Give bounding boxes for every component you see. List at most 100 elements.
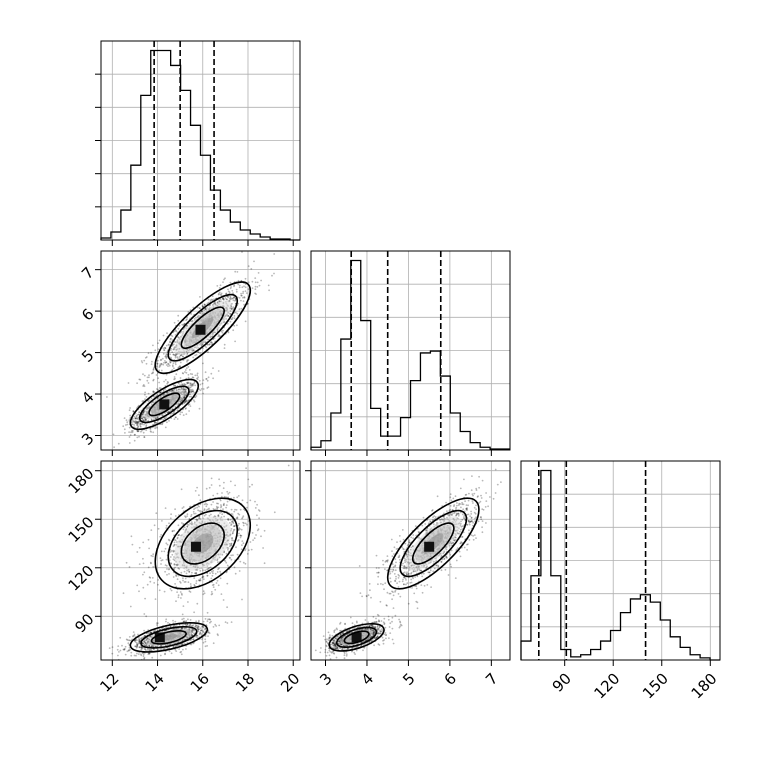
- data-point: [145, 418, 147, 421]
- data-point: [206, 343, 209, 346]
- data-point: [223, 515, 226, 518]
- data-point: [233, 296, 236, 299]
- data-point: [231, 289, 234, 292]
- data-point: [209, 341, 212, 344]
- data-point: [142, 400, 145, 402]
- data-point: [142, 642, 145, 645]
- data-point: [402, 562, 404, 565]
- data-point: [169, 551, 172, 553]
- data-point: [130, 651, 133, 654]
- data-point: [150, 363, 153, 365]
- data-point: [182, 623, 185, 626]
- data-point: [412, 537, 414, 540]
- data-point: [186, 324, 188, 327]
- data-point: [185, 367, 188, 369]
- data-point: [143, 644, 146, 646]
- data-point: [255, 534, 257, 536]
- data-point: [143, 359, 146, 362]
- data-point: [170, 589, 173, 592]
- data-point: [158, 366, 161, 368]
- data-point: [144, 391, 147, 394]
- data-point: [176, 537, 179, 540]
- data-point: [183, 526, 186, 529]
- data-point: [149, 577, 152, 579]
- data-point: [147, 382, 150, 384]
- data-point: [169, 625, 172, 628]
- data-point: [137, 413, 139, 416]
- data-point: [252, 539, 255, 541]
- data-point: [210, 591, 213, 593]
- data-point: [189, 522, 192, 525]
- data-point: [457, 514, 460, 517]
- data-point: [216, 492, 219, 495]
- data-point: [220, 505, 223, 508]
- data-point: [179, 651, 182, 654]
- data-point: [195, 624, 197, 627]
- data-point: [213, 302, 216, 304]
- data-point: [228, 291, 231, 294]
- data-point: [192, 390, 194, 393]
- data-point: [135, 415, 138, 418]
- data-point: [130, 430, 133, 432]
- data-point: [206, 611, 209, 614]
- data-point: [183, 570, 186, 573]
- data-point: [470, 534, 473, 536]
- data-point: [165, 558, 168, 561]
- data-point: [164, 570, 167, 573]
- data-point: [188, 590, 191, 593]
- data-point: [223, 481, 225, 484]
- data-point: [218, 567, 220, 570]
- data-point: [175, 330, 178, 333]
- data-point: [186, 515, 189, 517]
- data-point: [177, 327, 180, 330]
- data-point: [227, 518, 230, 520]
- data-point: [166, 647, 169, 649]
- data-point: [194, 396, 197, 399]
- data-point: [226, 500, 229, 503]
- data-point: [134, 420, 137, 422]
- data-point: [192, 306, 195, 309]
- data-point: [138, 640, 141, 643]
- data-point: [195, 580, 198, 582]
- data-point: [202, 641, 205, 644]
- data-point: [127, 642, 130, 645]
- data-point: [161, 422, 164, 425]
- data-point: [187, 404, 190, 406]
- data-point: [166, 421, 168, 424]
- data-point: [244, 286, 247, 289]
- data-point: [170, 550, 173, 552]
- data-point: [239, 508, 242, 511]
- contour-line: [180, 522, 225, 565]
- data-point: [187, 581, 190, 584]
- data-point: [198, 619, 200, 622]
- data-point: [186, 400, 189, 403]
- data-point: [251, 280, 254, 283]
- data-point: [157, 579, 160, 581]
- data-point: [207, 631, 210, 634]
- data-point: [146, 583, 149, 586]
- data-point: [148, 632, 150, 634]
- data-point: [183, 388, 186, 391]
- data-point: [255, 293, 257, 295]
- data-point: [193, 512, 196, 515]
- data-point: [207, 508, 209, 511]
- data-point: [457, 513, 460, 515]
- data-point: [181, 323, 184, 326]
- data-point: [404, 559, 406, 562]
- data-point: [108, 647, 111, 649]
- data-point: [166, 543, 169, 546]
- data-point: [225, 292, 228, 295]
- data-point: [204, 640, 207, 643]
- data-point: [204, 628, 206, 631]
- data-point: [160, 358, 163, 361]
- data-point: [233, 566, 236, 569]
- data-point: [171, 369, 174, 371]
- data-point: [188, 624, 191, 627]
- data-point: [136, 430, 139, 433]
- data-point: [146, 648, 149, 650]
- data-point: [237, 283, 240, 286]
- data-point: [140, 646, 143, 649]
- data-point: [253, 260, 255, 263]
- data-point: [199, 499, 202, 502]
- data-point: [155, 421, 157, 424]
